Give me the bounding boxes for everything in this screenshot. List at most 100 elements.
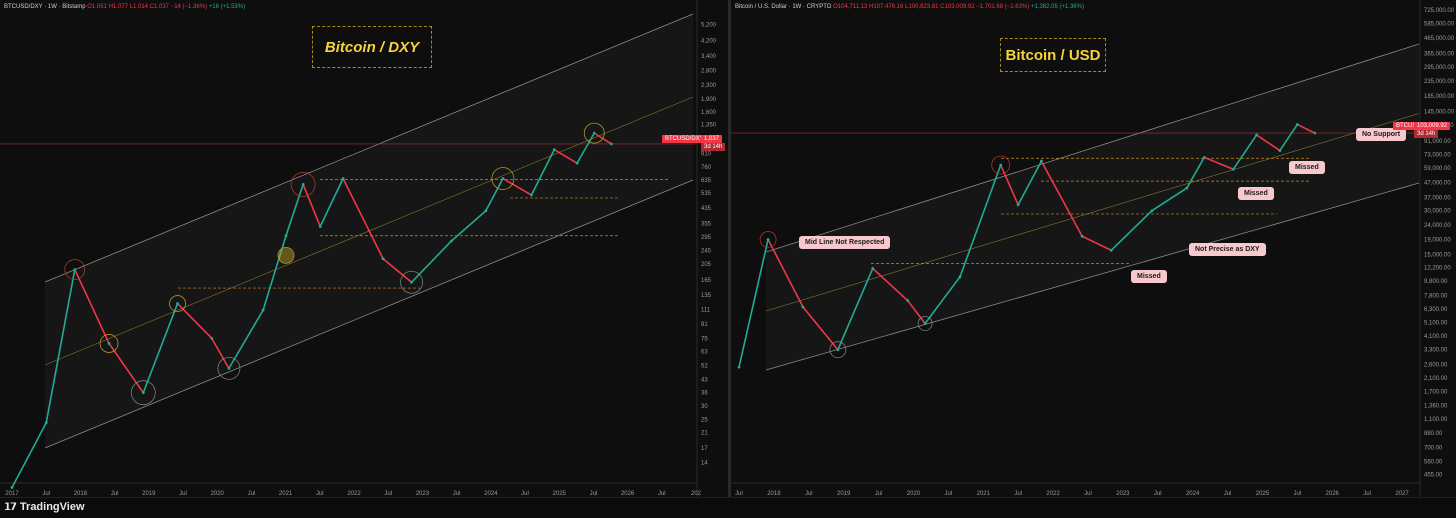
price-point bbox=[766, 238, 770, 241]
price-segment bbox=[285, 184, 304, 236]
chart-panel-bitcoin-dxy[interactable]: BTCUSD/DXY · 1W · Bitstamp O1,051 H1,077… bbox=[0, 0, 728, 497]
y-tick-label: 880.00 bbox=[1424, 431, 1443, 437]
y-tick-label: 91,000.00 bbox=[1424, 139, 1451, 145]
y-tick-label: 295,000.00 bbox=[1424, 65, 1455, 71]
x-tick-label: Jul bbox=[1084, 491, 1092, 497]
price-point bbox=[1278, 149, 1282, 152]
brand-name: TradingView bbox=[19, 501, 85, 513]
price-point bbox=[284, 234, 288, 238]
price-point bbox=[301, 183, 305, 186]
price-segment bbox=[502, 177, 532, 196]
price-point bbox=[592, 131, 596, 135]
callout-missed-2024: Missed bbox=[1238, 187, 1274, 200]
price-segment bbox=[907, 300, 926, 325]
y-tick-label: 455.00 bbox=[1424, 472, 1443, 478]
y-tick-label: 37,000.00 bbox=[1424, 196, 1451, 202]
y-tick-label: 145,000.00 bbox=[1424, 110, 1455, 116]
price-point bbox=[836, 348, 840, 352]
highlight-circle bbox=[290, 172, 316, 197]
regression-channel-fill bbox=[766, 44, 1419, 370]
channel-upper-line bbox=[44, 13, 694, 283]
high-value: H1,077 bbox=[108, 4, 128, 10]
y-tick-label: 165 bbox=[701, 278, 712, 284]
price-point bbox=[958, 275, 962, 279]
symbol-name: BTCUSD/DXY · 1W · Bitstamp bbox=[4, 4, 86, 10]
y-tick-label: 21 bbox=[701, 431, 708, 437]
price-point bbox=[10, 486, 14, 489]
chart-panel-bitcoin-usd[interactable]: Bitcoin / U.S. Dollar · 1W · CRYPTO O104… bbox=[731, 0, 1456, 497]
price-segment bbox=[767, 239, 804, 308]
x-tick-label: Jul bbox=[875, 491, 883, 497]
price-segment bbox=[382, 258, 413, 283]
price-segment bbox=[1081, 235, 1112, 252]
y-tick-label: 365,000.00 bbox=[1424, 51, 1455, 57]
y-tick-label: 36 bbox=[701, 391, 708, 397]
chart-canvas[interactable]: 725,000.00 585,000.00 465,000.00 365,000.00… bbox=[731, 0, 1456, 497]
highlight-circle bbox=[991, 155, 1011, 175]
price-point bbox=[1150, 209, 1154, 213]
y-tick-label: 43 bbox=[701, 378, 708, 384]
x-tick-label: 2025 bbox=[1256, 491, 1270, 497]
x-tick-label: Jul bbox=[805, 491, 813, 497]
chart-title: Bitcoin / DXY bbox=[312, 26, 432, 68]
change-value: −1,701.68 (−1.63%) bbox=[976, 4, 1030, 10]
change-value: −14 (−1.36%) bbox=[170, 4, 208, 10]
y-tick-label: 725,000.00 bbox=[1424, 8, 1455, 14]
price-point bbox=[141, 391, 145, 395]
y-tick-label: 75 bbox=[701, 336, 708, 342]
y-tick-label: 15,000.00 bbox=[1424, 252, 1451, 258]
highlight-circle bbox=[829, 341, 847, 359]
price-point bbox=[1185, 186, 1189, 190]
y-tick-label: 63 bbox=[701, 349, 708, 355]
y-tick-label: 910 bbox=[701, 152, 712, 158]
x-tick-label: 2023 bbox=[1116, 491, 1130, 497]
price-value-tag: 1,037 bbox=[701, 135, 723, 143]
x-tick-label: 2019 bbox=[837, 491, 851, 497]
x-tick-label: 202 bbox=[691, 491, 702, 497]
x-tick-label: 2018 bbox=[74, 491, 88, 497]
y-tick-label: 4,200 bbox=[701, 38, 717, 44]
y-tick-label: 205 bbox=[701, 262, 712, 268]
chart-canvas[interactable]: 5,200 4,200 3,400 2,800 2,300 1,900 1,600 1,350… bbox=[0, 0, 728, 497]
price-point bbox=[341, 177, 345, 180]
y-tick-label: 52 bbox=[701, 363, 708, 369]
y-tick-label: 5,200 bbox=[701, 23, 717, 29]
chart-title: Bitcoin / USD bbox=[1000, 38, 1106, 72]
panel-divider[interactable] bbox=[728, 0, 731, 497]
y-tick-label: 700.00 bbox=[1424, 445, 1443, 451]
x-tick-label: Jul bbox=[735, 491, 743, 497]
price-countdown-tag: 3d 14h bbox=[1414, 130, 1439, 138]
x-tick-label: Jul bbox=[658, 491, 666, 497]
price-segment bbox=[924, 276, 961, 325]
channel-mid-line bbox=[765, 113, 1420, 312]
y-tick-label: 185,000.00 bbox=[1424, 94, 1455, 100]
y-tick-label: 59,000.00 bbox=[1424, 166, 1451, 172]
price-symbol-tag: BTCUSD/DXY bbox=[662, 135, 707, 143]
x-tick-label: Jul bbox=[1293, 491, 1301, 497]
y-tick-label: 7,800.00 bbox=[1424, 294, 1448, 300]
price-segment bbox=[319, 178, 344, 227]
price-point bbox=[906, 299, 910, 302]
price-point bbox=[575, 161, 579, 165]
y-tick-label: 535 bbox=[701, 191, 712, 197]
x-tick-label: Jul bbox=[590, 491, 598, 497]
highlight-circle bbox=[759, 231, 777, 248]
callout-mid-line-not-respected: Mid Line Not Respected bbox=[799, 236, 891, 249]
price-segment bbox=[1186, 156, 1205, 189]
price-point bbox=[318, 225, 322, 228]
price-point bbox=[450, 239, 453, 243]
price-point bbox=[484, 209, 488, 213]
price-segment bbox=[302, 184, 321, 227]
x-tick-label: 2023 bbox=[416, 491, 430, 497]
highlight-circle bbox=[99, 334, 119, 353]
x-tick-label: 2025 bbox=[553, 491, 567, 497]
low-value: L100,823.81 bbox=[905, 4, 939, 10]
x-tick-label: Jul bbox=[1224, 491, 1232, 497]
highlight-circle bbox=[277, 247, 295, 264]
y-tick-label: 585,000.00 bbox=[1424, 22, 1455, 28]
symbol-name: Bitcoin / U.S. Dollar · 1W · CRYPTO bbox=[735, 4, 832, 10]
price-segment bbox=[108, 343, 144, 394]
x-tick-label: Jul bbox=[179, 491, 187, 497]
tradingview-brand[interactable]: 𝟭𝟳 TradingView bbox=[4, 501, 85, 513]
y-tick-label: 2,100.00 bbox=[1424, 376, 1448, 382]
